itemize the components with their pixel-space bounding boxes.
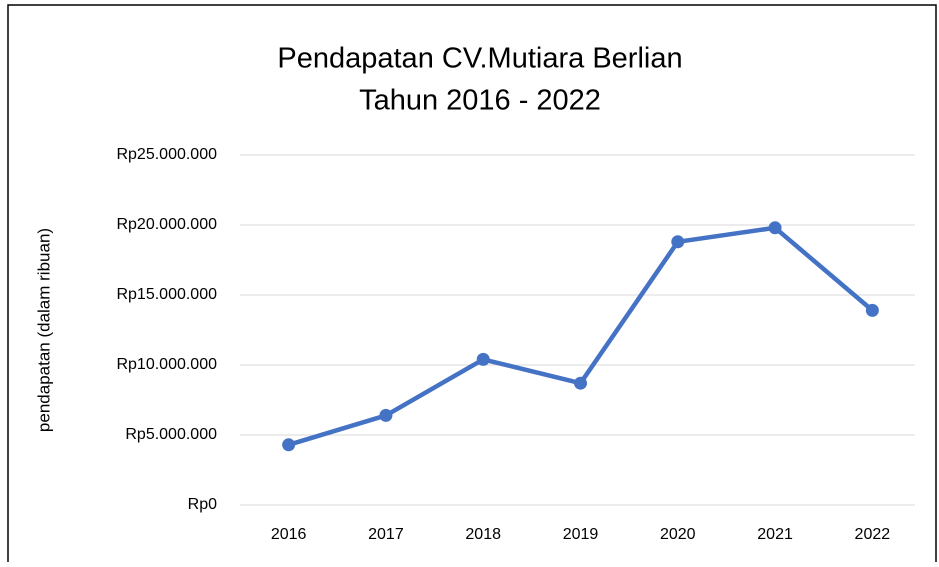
chart-title: Pendapatan CV.Mutiara Berlian (277, 43, 682, 75)
x-tick-label: 2018 (465, 526, 501, 543)
data-point (671, 235, 685, 249)
y-tick-label: Rp15.000.000 (116, 286, 217, 303)
data-point (476, 352, 490, 366)
x-tick-label: 2022 (855, 526, 891, 543)
data-point (768, 221, 782, 235)
data-point (282, 438, 296, 452)
y-tick-label: Rp10.000.000 (116, 356, 217, 373)
y-tick-label: Rp0 (188, 496, 217, 513)
x-tick-label: 2019 (563, 526, 599, 543)
data-point (865, 303, 879, 317)
x-tick-label: 2016 (271, 526, 307, 543)
y-axis-label: pendapatan (dalam ribuan) (34, 228, 53, 432)
data-point (379, 408, 393, 422)
y-tick-label: Rp20.000.000 (116, 216, 217, 233)
chart-title: Tahun 2016 - 2022 (359, 85, 601, 117)
x-tick-label: 2021 (757, 526, 793, 543)
y-tick-label: Rp25.000.000 (116, 146, 217, 163)
data-point (574, 376, 587, 390)
x-tick-label: 2017 (368, 526, 404, 543)
chart-frame (7, 4, 937, 567)
x-tick-label: 2020 (660, 526, 696, 543)
y-tick-label: Rp5.000.000 (125, 426, 217, 443)
